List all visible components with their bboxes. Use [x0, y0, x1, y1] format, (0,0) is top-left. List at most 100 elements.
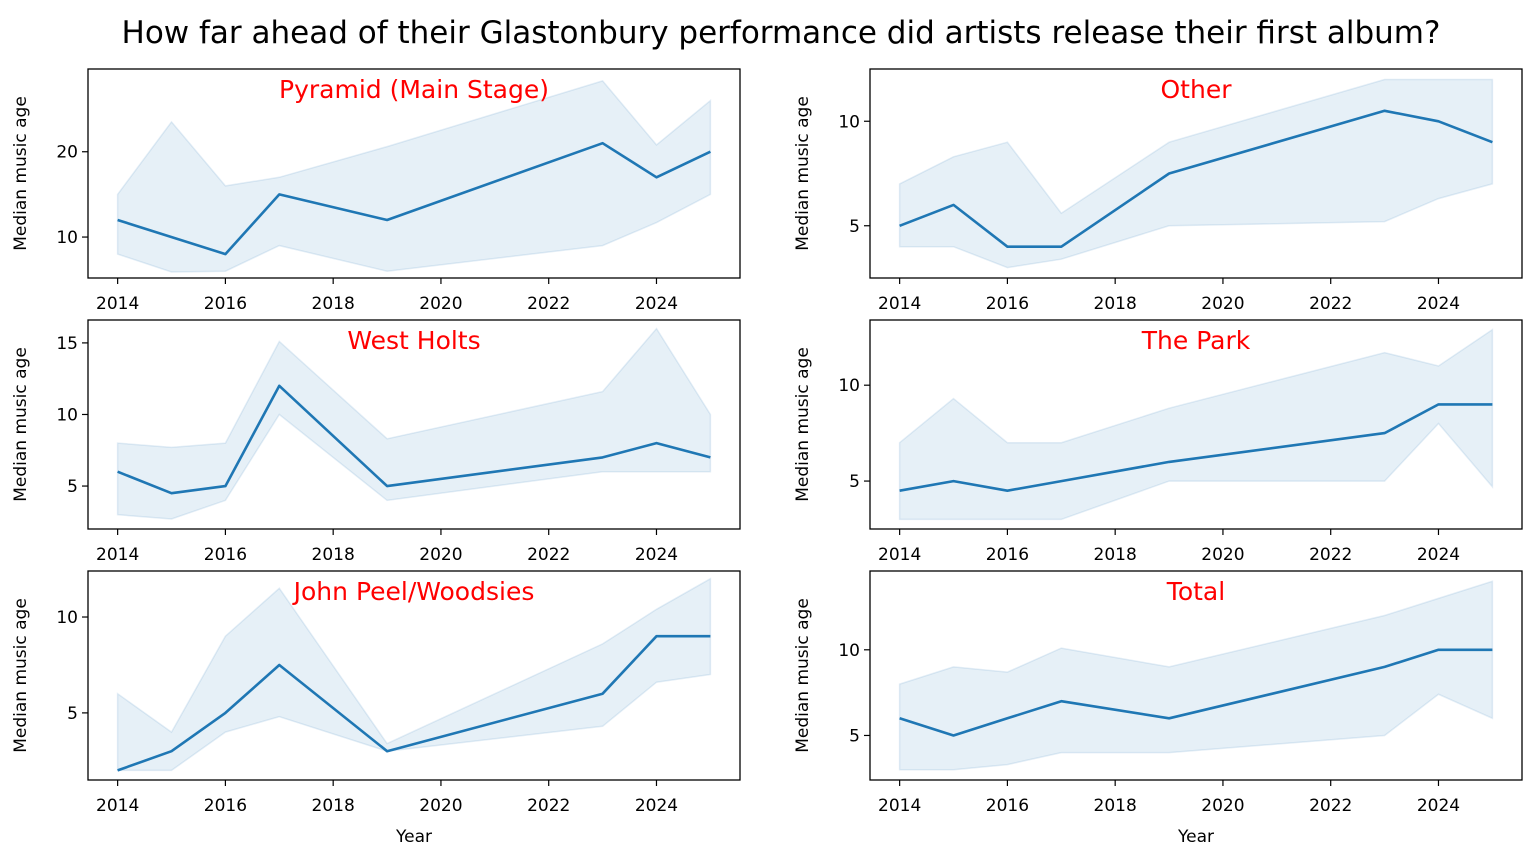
- x-tick-label: 2014: [96, 545, 139, 565]
- data-point: [655, 441, 659, 445]
- y-axis-label: Median music age: [11, 347, 31, 502]
- y-axis-label: Median music age: [793, 598, 813, 753]
- data-point: [116, 768, 120, 772]
- x-tick-label: 2014: [878, 545, 921, 565]
- y-tick-label: 10: [838, 112, 860, 132]
- data-point: [708, 455, 712, 459]
- x-tick-label: 2016: [986, 796, 1029, 816]
- y-tick-label: 10: [838, 641, 860, 661]
- y-axis-label: Median music age: [11, 96, 31, 251]
- median-line: [117, 384, 711, 495]
- y-tick-label: 10: [56, 228, 78, 248]
- data-point: [385, 484, 389, 488]
- x-tick-label: 2024: [635, 796, 678, 816]
- panel-title: Pyramid (Main Stage): [279, 75, 549, 104]
- data-point: [952, 734, 956, 738]
- axes-frame: [869, 68, 1523, 279]
- data-point: [223, 711, 227, 715]
- figure-title: How far ahead of their Glastonbury perfo…: [122, 15, 1441, 51]
- data-point: [1005, 489, 1009, 493]
- data-point: [898, 489, 902, 493]
- axes-frame: [87, 319, 741, 530]
- data-point: [1437, 648, 1441, 652]
- confidence-band: [898, 78, 1494, 269]
- y-tick-label: 5: [849, 217, 860, 237]
- x-tick-label: 2014: [878, 294, 921, 314]
- x-tick-label: 2018: [312, 294, 355, 314]
- data-point: [1490, 402, 1494, 406]
- x-tick-label: 2024: [1417, 545, 1460, 565]
- data-point: [1167, 460, 1171, 464]
- chart-panel-1: 2014 2016 2018 2020 2022 2024 10 20 Median music…: [11, 68, 741, 314]
- x-axis-label: Year: [395, 827, 432, 847]
- data-point: [1059, 479, 1063, 483]
- y-axis-label: Median music age: [793, 96, 813, 251]
- data-point: [1490, 140, 1494, 144]
- median-line: [899, 109, 1493, 248]
- panel-title: John Peel/Woodsies: [292, 577, 535, 606]
- y-tick-label: 20: [56, 143, 78, 163]
- y-tick-label: 15: [56, 334, 78, 354]
- x-tick-label: 2016: [204, 796, 247, 816]
- x-tick-label: 2020: [1201, 294, 1244, 314]
- data-point: [1383, 109, 1387, 113]
- median-line: [899, 648, 1493, 737]
- x-tick-label: 2020: [1201, 545, 1244, 565]
- data-point: [708, 634, 712, 638]
- data-point: [116, 218, 120, 222]
- x-tick-label: 2024: [1417, 294, 1460, 314]
- x-tick-label: 2024: [1417, 796, 1460, 816]
- data-point: [385, 218, 389, 222]
- data-point: [952, 479, 956, 483]
- data-point: [601, 692, 605, 696]
- x-tick-label: 2018: [1094, 294, 1137, 314]
- y-tick-label: 10: [838, 376, 860, 396]
- y-axis-label: Median music age: [11, 598, 31, 753]
- data-point: [898, 716, 902, 720]
- chart-panels: 2014 2016 2018 2020 2022 2024 10 20 Median music…: [11, 68, 1523, 847]
- data-point: [952, 203, 956, 207]
- x-axis-label: Year: [1177, 827, 1214, 847]
- y-tick-label: 10: [56, 608, 78, 628]
- panel-title: The Park: [1141, 326, 1251, 355]
- axes-frame: [869, 319, 1523, 530]
- x-tick-label: 2016: [204, 294, 247, 314]
- x-tick-label: 2022: [1309, 545, 1352, 565]
- y-tick-label: 5: [67, 704, 78, 724]
- confidence-band: [116, 80, 712, 273]
- data-point: [385, 749, 389, 753]
- chart-panel-3: 2014 2016 2018 2020 2022 2024 5 10 15 Median musi…: [11, 319, 741, 565]
- x-tick-label: 2022: [527, 545, 570, 565]
- x-tick-label: 2018: [312, 796, 355, 816]
- data-point: [223, 484, 227, 488]
- median-line: [117, 634, 711, 772]
- x-tick-label: 2016: [986, 545, 1029, 565]
- data-point: [655, 634, 659, 638]
- panel-title: West Holts: [347, 326, 480, 355]
- axes-frame: [869, 570, 1523, 781]
- x-tick-label: 2018: [312, 545, 355, 565]
- y-tick-label: 10: [56, 405, 78, 425]
- median-line: [117, 141, 711, 256]
- axes-frame: [87, 570, 741, 781]
- x-tick-label: 2020: [419, 294, 462, 314]
- x-tick-label: 2016: [204, 545, 247, 565]
- data-point: [1167, 172, 1171, 176]
- data-point: [708, 150, 712, 154]
- axes-frame: [87, 68, 741, 279]
- confidence-band: [898, 328, 1494, 521]
- panel-title: Other: [1161, 75, 1233, 104]
- data-point: [1167, 716, 1171, 720]
- data-point: [1059, 245, 1063, 249]
- data-point: [1059, 699, 1063, 703]
- chart-panel-4: 2014 2016 2018 2020 2022 2024 5 10 Median music …: [793, 319, 1523, 565]
- data-point: [1490, 648, 1494, 652]
- data-point: [116, 470, 120, 474]
- x-tick-label: 2014: [96, 796, 139, 816]
- x-tick-label: 2018: [1094, 796, 1137, 816]
- data-point: [601, 455, 605, 459]
- data-point: [655, 175, 659, 179]
- data-point: [277, 384, 281, 388]
- data-point: [1005, 245, 1009, 249]
